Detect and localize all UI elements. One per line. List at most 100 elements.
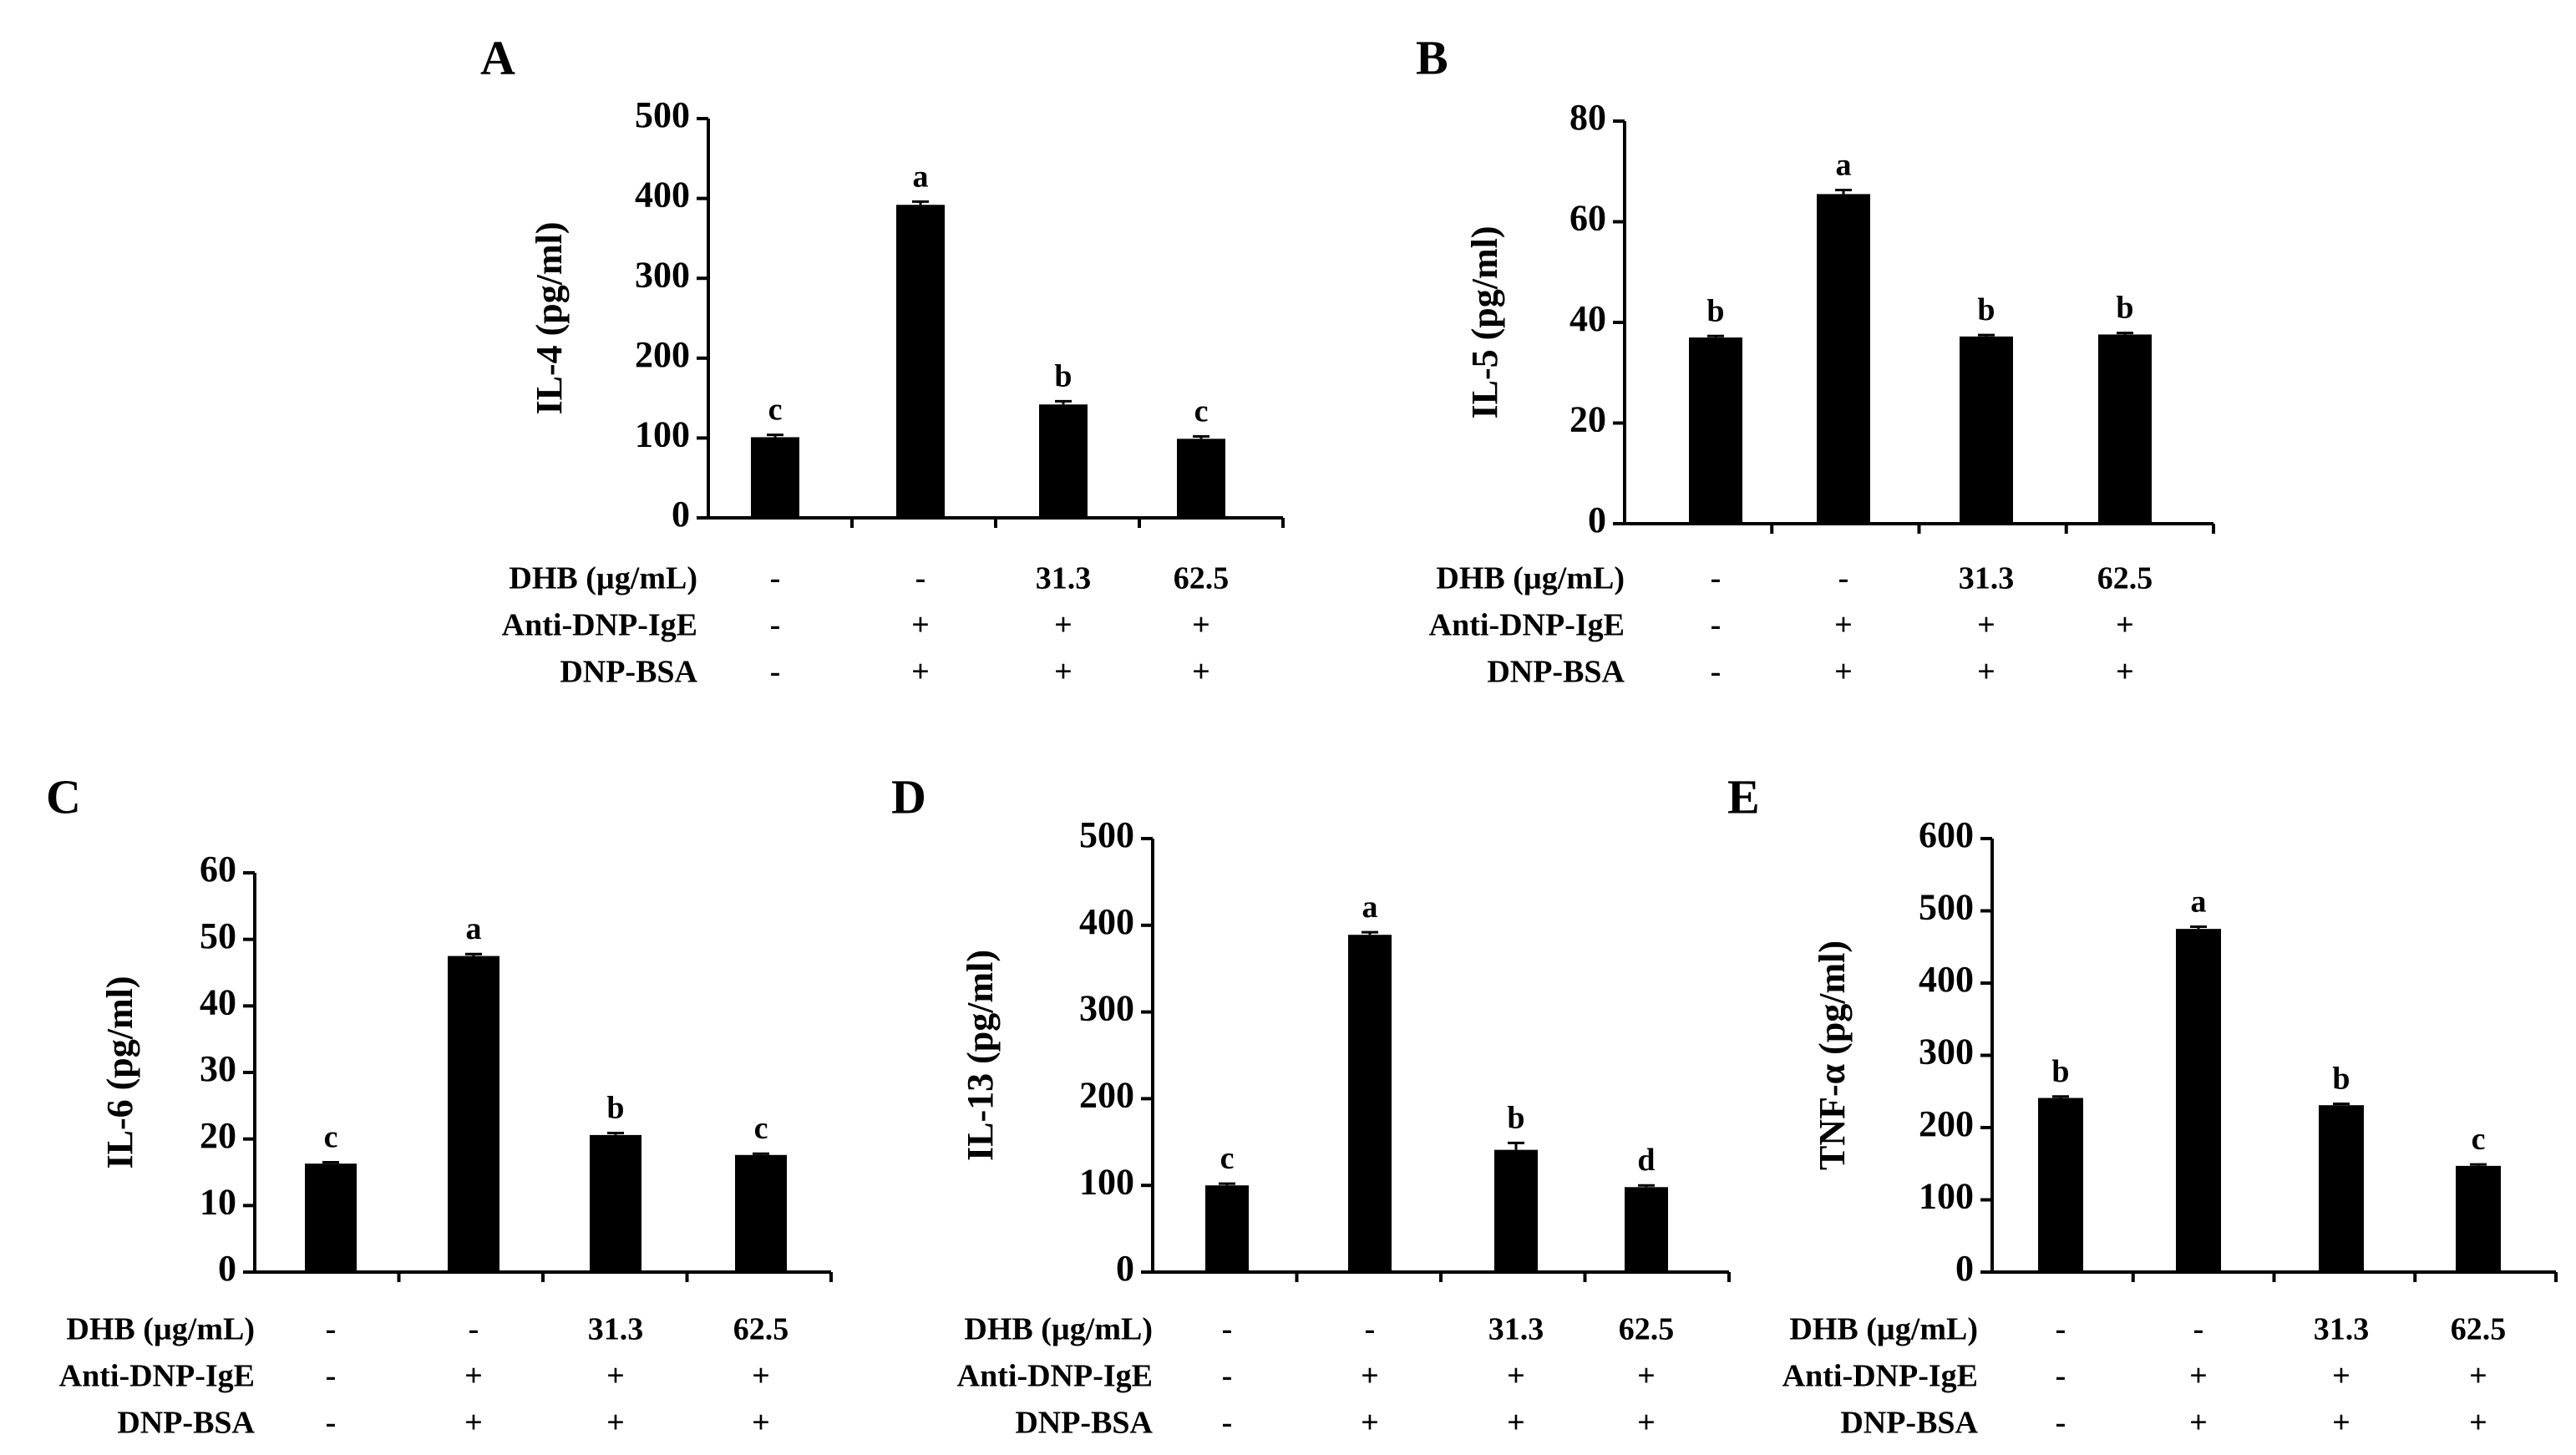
condition-row-label: DNP-BSA bbox=[1015, 1406, 1153, 1441]
significance-letter: b bbox=[606, 1090, 624, 1125]
panel-letter: A bbox=[480, 30, 515, 84]
condition-row-label: DNP-BSA bbox=[560, 655, 697, 690]
condition-value: - bbox=[2056, 1312, 2066, 1347]
chart-panel-a: A IL-4 (pg/ml) 0 100 200 300 400 500 c a b c DHB (µg… bbox=[480, 30, 1285, 690]
y-tick-label: 60 bbox=[1569, 198, 1606, 239]
bar bbox=[735, 1154, 787, 1272]
condition-row-label: Anti-DNP-IgE bbox=[502, 608, 697, 643]
condition-value: 31.3 bbox=[1488, 1312, 1544, 1347]
y-tick-label: 80 bbox=[1569, 97, 1606, 138]
significance-letter: b bbox=[1706, 293, 1724, 328]
condition-value: + bbox=[606, 1406, 625, 1441]
condition-value: + bbox=[752, 1406, 770, 1441]
condition-value: + bbox=[1361, 1406, 1379, 1441]
condition-row-label: DHB (µg/mL) bbox=[964, 1312, 1153, 1347]
y-tick-label: 200 bbox=[1079, 1074, 1134, 1115]
condition-value: + bbox=[464, 1406, 483, 1441]
y-tick-label: 0 bbox=[672, 494, 690, 535]
y-axis-label: TNF-α (pg/ml) bbox=[1812, 940, 1853, 1170]
condition-value: + bbox=[2469, 1359, 2487, 1394]
significance-letter: a bbox=[1836, 148, 1852, 183]
y-tick-label: 300 bbox=[1079, 988, 1134, 1029]
condition-row-label: DHB (µg/mL) bbox=[66, 1312, 255, 1347]
significance-letter: a bbox=[913, 159, 929, 194]
condition-value: + bbox=[606, 1359, 625, 1394]
bar bbox=[1177, 439, 1225, 518]
y-tick-label: 500 bbox=[1079, 814, 1134, 855]
significance-letter: b bbox=[1507, 1100, 1524, 1135]
y-tick-label: 100 bbox=[635, 413, 690, 454]
y-tick-label: 100 bbox=[1919, 1176, 1974, 1217]
condition-value: - bbox=[326, 1312, 337, 1347]
condition-value: + bbox=[1361, 1359, 1379, 1394]
y-tick-label: 400 bbox=[1919, 959, 1974, 1000]
y-tick-label: 200 bbox=[635, 334, 690, 375]
bar bbox=[1625, 1187, 1668, 1272]
y-tick-label: 0 bbox=[1955, 1248, 1974, 1289]
condition-value: 31.3 bbox=[1036, 561, 1092, 596]
panel-letter: B bbox=[1416, 30, 1448, 84]
y-axis-label: IL-4 (pg/ml) bbox=[529, 222, 570, 415]
chart-panel-b: B IL-5 (pg/ml) 0 20 40 60 80 b a b b DHB (µg/mL) - - 3… bbox=[1416, 30, 2215, 690]
condition-value: - bbox=[1222, 1359, 1233, 1394]
y-tick-label: 500 bbox=[1919, 887, 1974, 928]
bar bbox=[305, 1163, 357, 1272]
significance-letter: b bbox=[2051, 1054, 2069, 1089]
condition-row-label: DHB (µg/mL) bbox=[509, 561, 697, 596]
condition-value: - bbox=[915, 561, 926, 596]
significance-letter: c bbox=[754, 1111, 768, 1146]
y-tick-label: 0 bbox=[1116, 1248, 1134, 1289]
significance-letter: a bbox=[1362, 890, 1378, 925]
condition-value: + bbox=[1054, 655, 1072, 690]
bar bbox=[896, 205, 945, 519]
condition-value: 62.5 bbox=[2451, 1312, 2507, 1347]
y-tick-label: 60 bbox=[200, 849, 236, 890]
condition-value: + bbox=[464, 1359, 483, 1394]
condition-row-label: DNP-BSA bbox=[1487, 655, 1625, 690]
y-tick-label: 40 bbox=[200, 981, 236, 1022]
bar bbox=[448, 956, 499, 1272]
y-tick-label: 500 bbox=[635, 94, 690, 135]
condition-value: + bbox=[2116, 608, 2134, 643]
condition-value: + bbox=[1977, 655, 1995, 690]
condition-value: + bbox=[1192, 655, 1210, 690]
y-tick-label: 400 bbox=[1079, 901, 1134, 942]
y-tick-label: 600 bbox=[1919, 814, 1974, 855]
panel-letter: C bbox=[46, 769, 81, 824]
condition-value: + bbox=[1507, 1406, 1525, 1441]
significance-letter: a bbox=[466, 911, 482, 946]
significance-letter: c bbox=[324, 1120, 338, 1155]
y-tick-label: 300 bbox=[635, 254, 690, 295]
condition-value: + bbox=[2189, 1359, 2208, 1394]
condition-value: 62.5 bbox=[1619, 1312, 1675, 1347]
y-axis-label: IL-13 (pg/ml) bbox=[960, 950, 1001, 1161]
y-tick-label: 20 bbox=[1569, 399, 1606, 440]
y-tick-label: 50 bbox=[200, 915, 236, 956]
condition-value: + bbox=[2469, 1406, 2487, 1441]
bar bbox=[1205, 1185, 1249, 1272]
condition-row-label: DNP-BSA bbox=[117, 1406, 255, 1441]
condition-value: + bbox=[2189, 1406, 2208, 1441]
bar bbox=[1494, 1149, 1538, 1272]
condition-value: + bbox=[1637, 1406, 1656, 1441]
significance-letter: c bbox=[2472, 1122, 2486, 1157]
condition-value: + bbox=[1834, 608, 1853, 643]
chart-panel-c: C IL-6 (pg/ml) 0 10 20 30 40 50 60 c a b c DHB (µg/mL… bbox=[46, 769, 833, 1441]
condition-value: 31.3 bbox=[2314, 1312, 2370, 1347]
condition-value: + bbox=[2116, 655, 2134, 690]
y-tick-label: 40 bbox=[1569, 298, 1606, 339]
condition-value: 62.5 bbox=[2097, 561, 2153, 596]
condition-value: - bbox=[770, 608, 781, 643]
condition-row-label: Anti-DNP-IgE bbox=[1782, 1359, 1978, 1394]
condition-value: - bbox=[770, 561, 781, 596]
y-tick-label: 30 bbox=[200, 1048, 236, 1089]
bar bbox=[2319, 1105, 2364, 1272]
bar bbox=[2098, 334, 2152, 524]
condition-value: 62.5 bbox=[733, 1312, 789, 1347]
bar bbox=[1960, 336, 2013, 524]
condition-value: + bbox=[1054, 608, 1072, 643]
y-tick-label: 10 bbox=[200, 1181, 236, 1222]
bar bbox=[751, 437, 799, 518]
bar bbox=[2038, 1098, 2083, 1272]
condition-value: + bbox=[752, 1359, 770, 1394]
